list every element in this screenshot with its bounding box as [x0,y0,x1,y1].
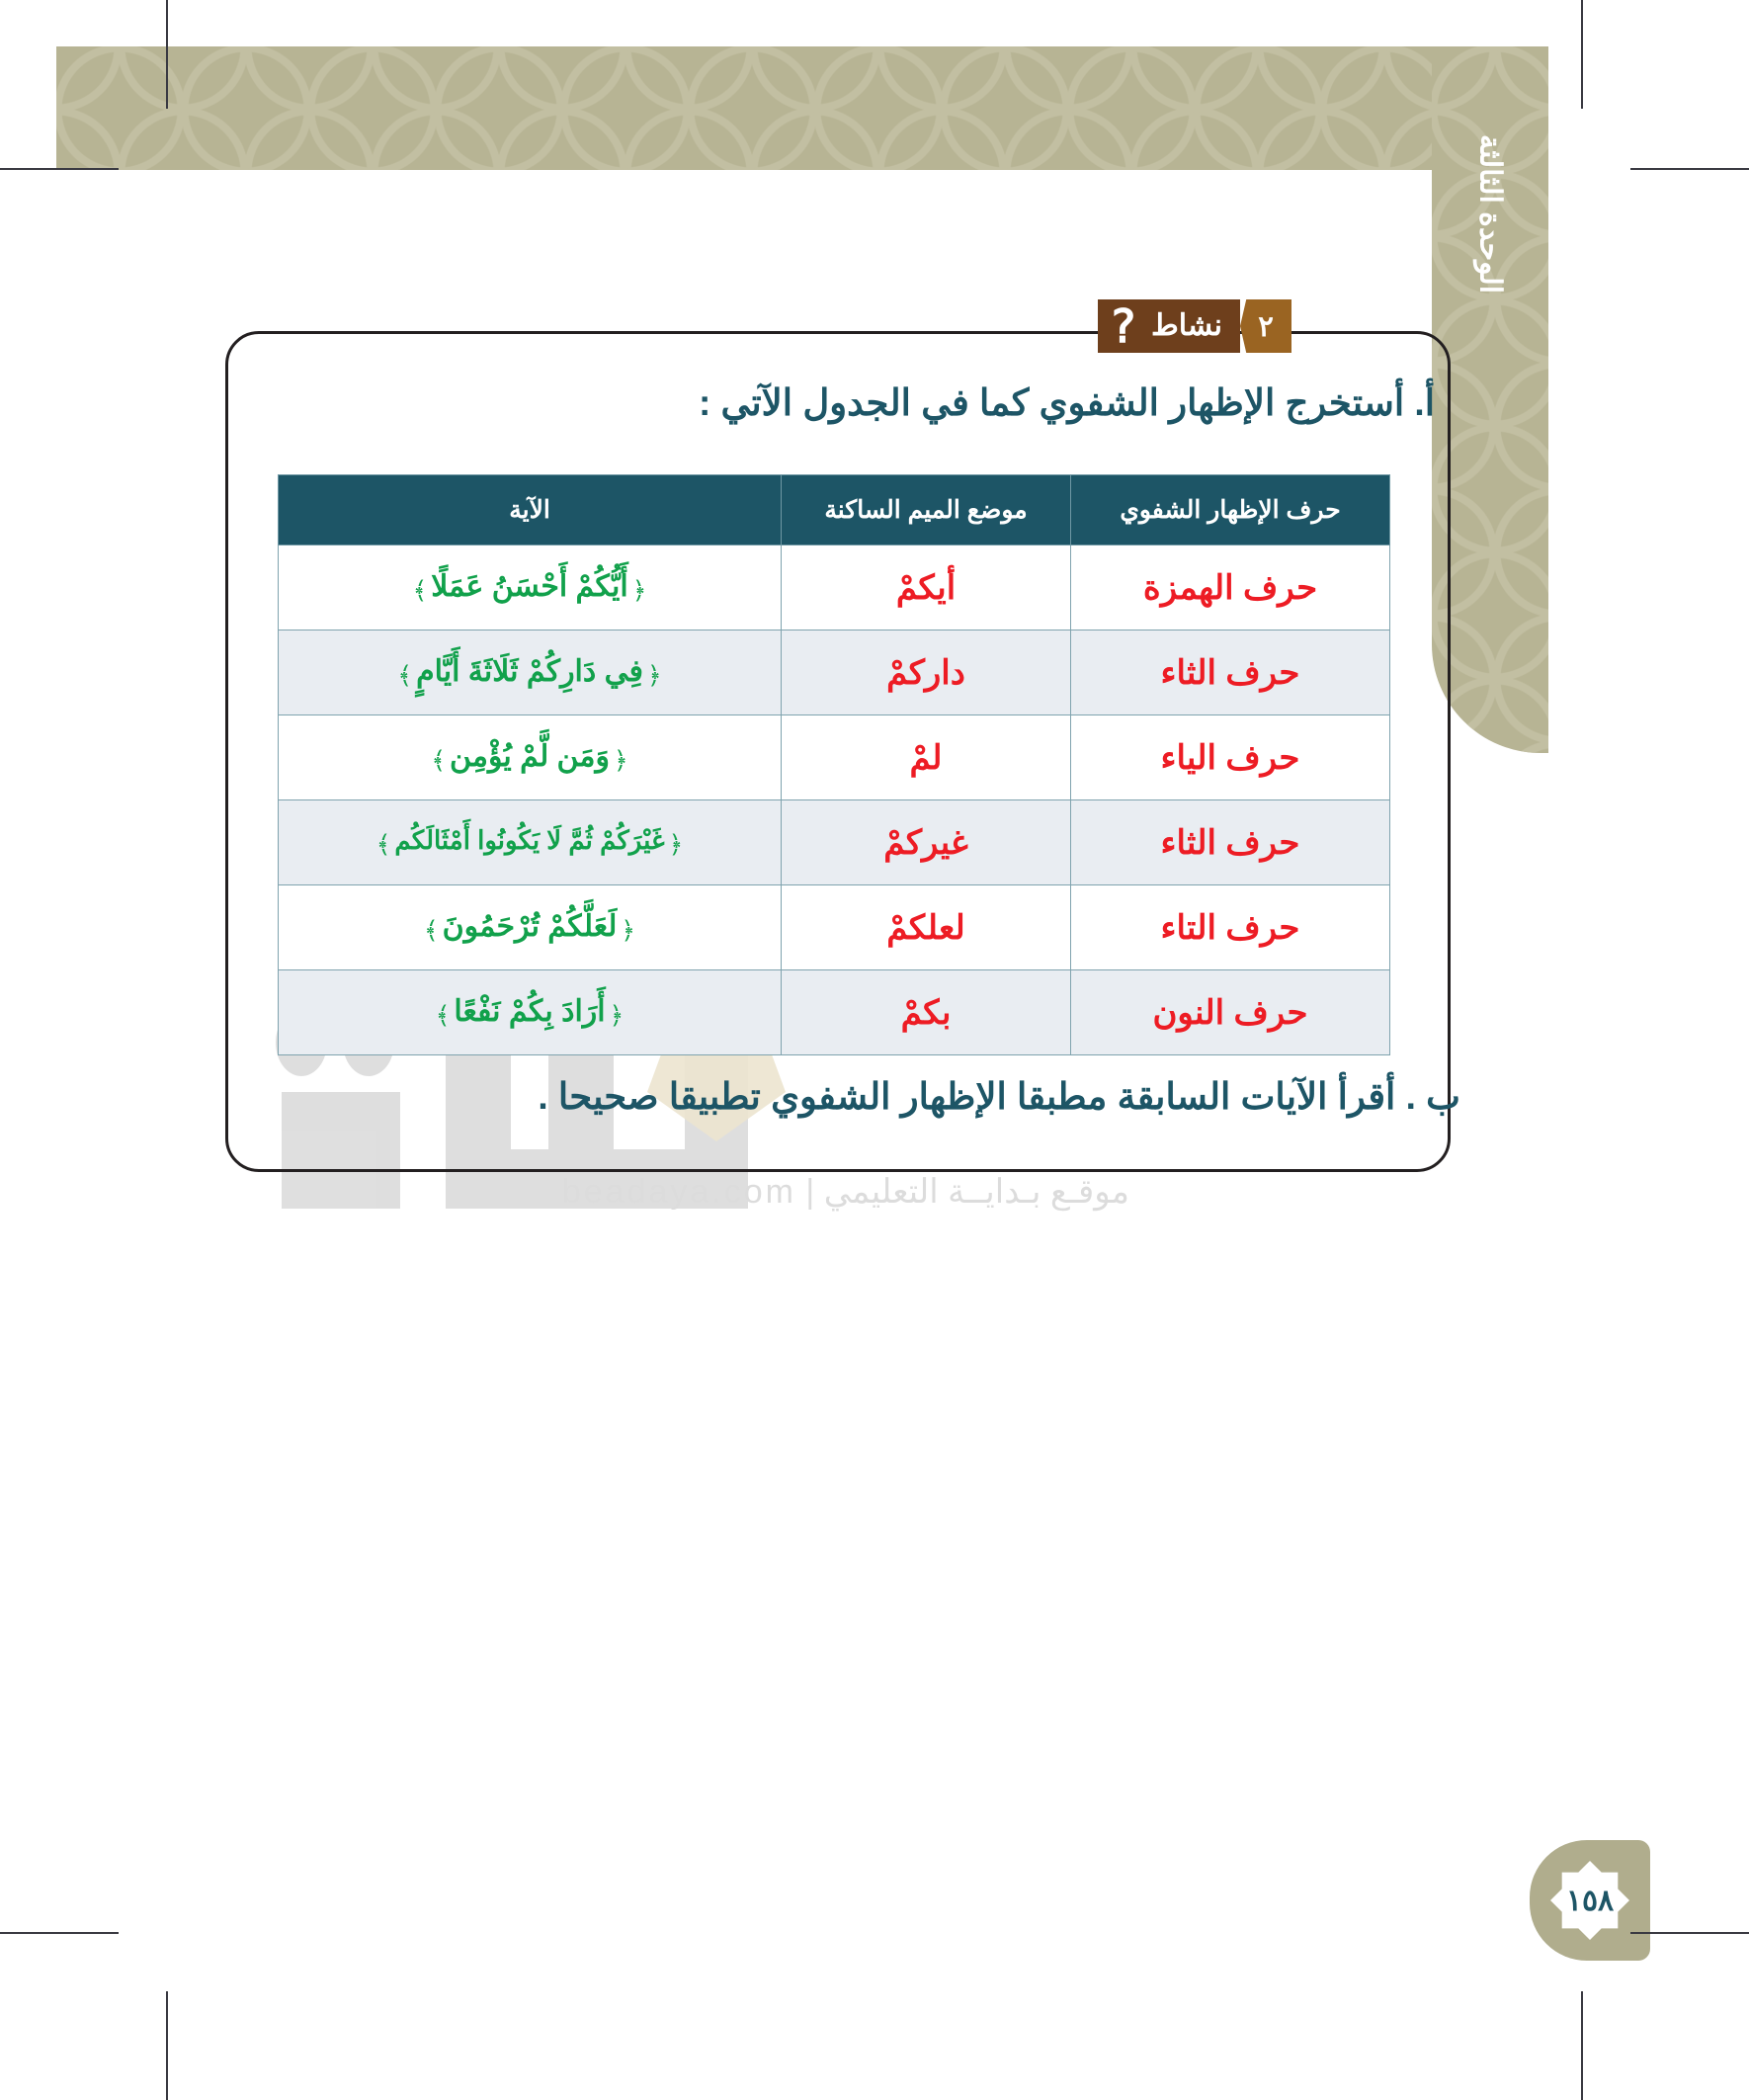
cell-letter: حرف الثاء [1070,630,1390,715]
crop-mark-bottom-right-horizontal [1630,1932,1749,1934]
cell-ayah: ﴿أَرَادَ بِكُمْ نَفْعًا﴾ [278,969,782,1055]
part-a-heading: أ. أستخرج الإظهار الشفوي كما في الجدول ا… [698,382,1435,423]
crop-mark-bottom-left-vertical [166,1991,168,2100]
ayah-open-ornament-icon: ﴿ [621,917,636,946]
ayah-open-ornament-icon: ﴿ [613,747,628,776]
ayah-text: فِي دَارِكُمْ ثَلَاثَةَ أَيَّامٍ [416,654,643,688]
cell-letter: حرف الثاء [1070,799,1390,885]
crop-mark-bottom-right-vertical [1581,1991,1583,2100]
ayah-open-ornament-icon: ﴿ [668,830,684,859]
shafawi-izhar-table: حرف الإظهار الشفوي موضع الميم الساكنة ال… [278,474,1390,1055]
ayah-text: غَيْرَكُمْ ثُمَّ لَا يَكُونُوا أَمْثَالَ… [394,825,665,856]
cell-letter: حرف التاء [1070,884,1390,970]
cell-position: لمْ [781,714,1071,800]
site-watermark-text: موقـع بـدايــة التعليمي | beadaya.com [561,1173,1129,1211]
table-row: حرف النون بكمْ ﴿أَرَادَ بِكُمْ نَفْعًا﴾ [278,969,1390,1055]
eight-point-star-icon: ١٥٨ [1550,1861,1629,1940]
unit-title-label: الوحدة الثالثة [1473,133,1507,294]
column-header-ayah: الآية [278,474,782,546]
cell-letter: حرف الهمزة [1070,545,1390,630]
ayah-open-ornament-icon: ﴿ [609,1002,625,1031]
cell-letter: حرف النون [1070,969,1390,1055]
top-decorative-banner [56,46,1548,170]
table-row: حرف الياء لمْ ﴿وَمَن لَّمْ يُؤْمِن﴾ [278,714,1390,800]
crop-mark-top-right-vertical [1581,0,1583,109]
cell-letter: حرف الياء [1070,714,1390,800]
ayah-text: أَرَادَ بِكُمْ نَفْعًا [454,994,606,1028]
unit-side-band: الوحدة الثالثة [1432,46,1548,753]
table-row: حرف الثاء غيركمْ ﴿غَيْرَكُمْ ثُمَّ لَا ي… [278,799,1390,885]
crop-mark-top-left-horizontal [0,168,119,170]
badge-body: نشاط ؟ [1097,299,1240,353]
ayah-close-ornament-icon: ﴾ [397,662,413,691]
table-row: حرف الهمزة أيكمْ ﴿أَيُّكُمْ أَحْسَنُ عَم… [278,545,1390,630]
ayah-close-ornament-icon: ﴾ [431,747,447,776]
islamic-pattern-texture [56,46,1548,170]
ayah-text: لَعَلَّكُمْ تُرْحَمُونَ [442,909,618,943]
cell-position: بكمْ [781,969,1071,1055]
activity-badge: ٢ نشاط ؟ [1097,299,1291,353]
table-body: حرف الهمزة أيكمْ ﴿أَيُّكُمْ أَحْسَنُ عَم… [278,545,1390,1055]
crop-mark-bottom-left-horizontal [0,1932,119,1934]
cell-ayah: ﴿لَعَلَّكُمْ تُرْحَمُونَ﴾ [278,884,782,970]
cell-position: لعلكمْ [781,884,1071,970]
page-number-badge: ١٥٨ [1530,1840,1650,1961]
table-header-row: حرف الإظهار الشفوي موضع الميم الساكنة ال… [278,474,1390,546]
ayah-close-ornament-icon: ﴾ [423,917,439,946]
ayah-close-ornament-icon: ﴾ [435,1002,451,1031]
cell-ayah: ﴿غَيْرَكُمْ ثُمَّ لَا يَكُونُوا أَمْثَال… [278,799,782,885]
column-header-position: موضع الميم الساكنة [781,474,1071,546]
table-row: حرف التاء لعلكمْ ﴿لَعَلَّكُمْ تُرْحَمُون… [278,884,1390,970]
cell-position: داركمْ [781,630,1071,715]
cell-position: غيركمْ [781,799,1071,885]
ayah-open-ornament-icon: ﴿ [646,662,662,691]
question-mark-icon: ؟ [1111,300,1135,352]
table-row: حرف الثاء داركمْ ﴿فِي دَارِكُمْ ثَلَاثَة… [278,630,1390,715]
page-number: ١٥٨ [1565,1884,1615,1917]
cell-ayah: ﴿أَيُّكُمْ أَحْسَنُ عَمَلًا﴾ [278,545,782,630]
cell-ayah: ﴿فِي دَارِكُمْ ثَلَاثَةَ أَيَّامٍ﴾ [278,630,782,715]
crop-mark-top-left-vertical [166,0,168,109]
activity-card-frame [225,331,1451,1172]
ayah-close-ornament-icon: ﴾ [412,577,428,606]
column-header-letter: حرف الإظهار الشفوي [1070,474,1390,546]
cell-position: أيكمْ [781,545,1071,630]
islamic-pattern-texture-side [1432,46,1548,753]
ayah-close-ornament-icon: ﴾ [375,830,391,859]
part-b-heading: ب . أقرأ الآيات السابقة مطبقا الإظهار ال… [538,1076,1460,1117]
cell-ayah: ﴿وَمَن لَّمْ يُؤْمِن﴾ [278,714,782,800]
badge-arrow-shape: ٢ [1240,299,1291,353]
ayah-text: وَمَن لَّمْ يُؤْمِن [450,739,610,773]
ayah-text: أَيُّكُمْ أَحْسَنُ عَمَلًا [431,569,628,603]
table-head: حرف الإظهار الشفوي موضع الميم الساكنة ال… [278,474,1390,546]
crop-mark-top-right-horizontal [1630,168,1749,170]
activity-number: ٢ [1258,310,1274,343]
activity-label: نشاط [1151,309,1222,342]
ayah-open-ornament-icon: ﴿ [631,577,647,606]
